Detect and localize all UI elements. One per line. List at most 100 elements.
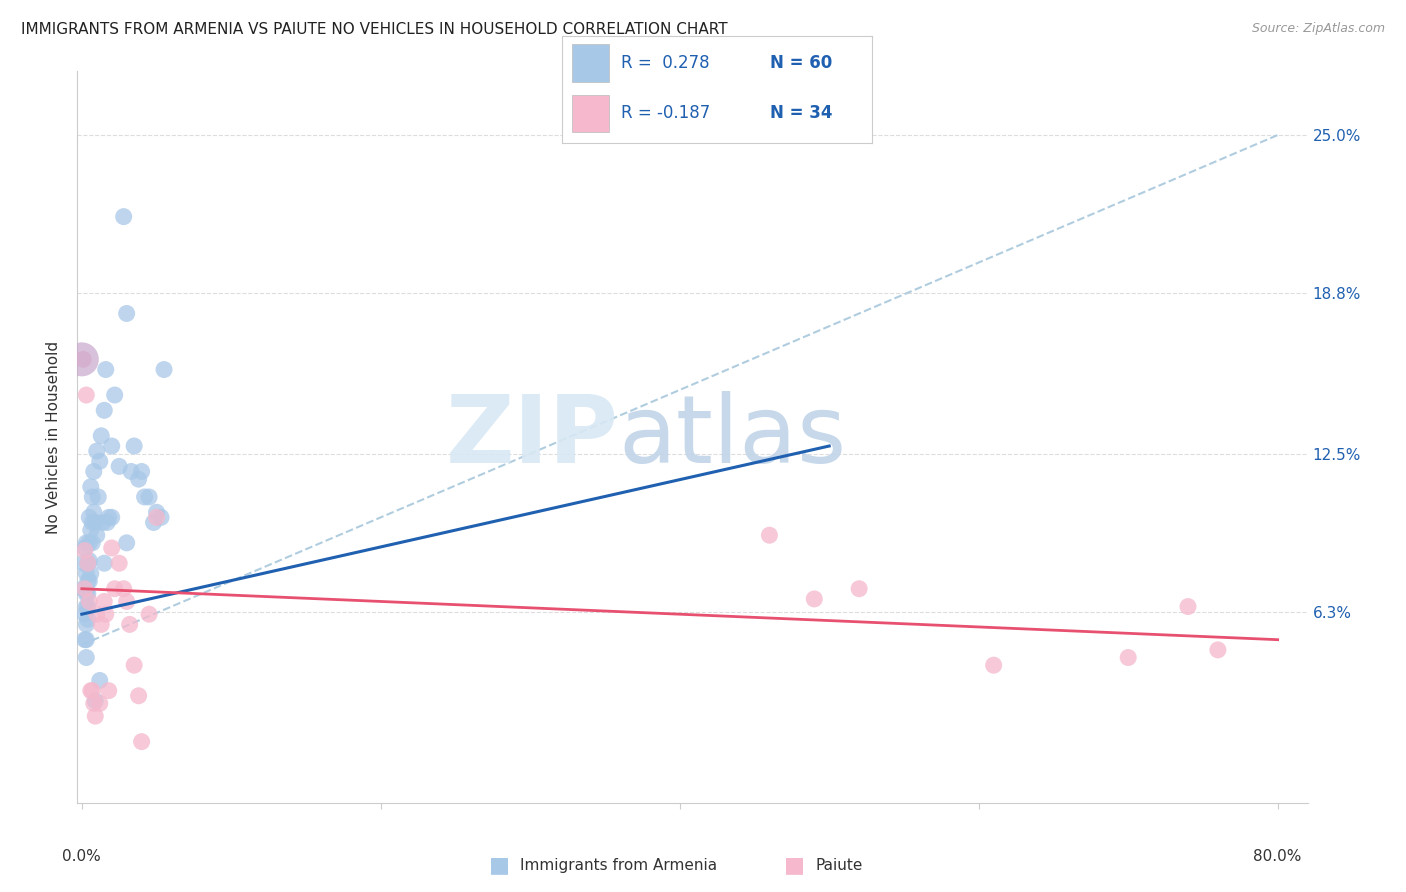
Point (79, 594, 101, 608)
Point (75, 566, 97, 581)
Point (89, 673, 111, 688)
Point (803, 591, 825, 606)
Point (91, 516, 114, 530)
Point (93, 594, 115, 608)
FancyBboxPatch shape (572, 45, 609, 82)
Point (120, 465, 142, 479)
Point (76, 599, 98, 614)
Point (150, 510, 173, 524)
Point (97, 683, 120, 698)
Point (115, 594, 138, 608)
Text: Paiute: Paiute (815, 858, 863, 872)
Point (93, 556, 115, 570)
Point (138, 607, 160, 622)
Point (145, 505, 167, 519)
Point (79, 536, 101, 550)
Point (75, 536, 97, 550)
Point (145, 510, 167, 524)
Point (93, 403, 115, 417)
Point (1206, 643, 1229, 657)
Point (1116, 650, 1139, 665)
Point (86, 444, 108, 458)
Point (122, 658, 145, 673)
Point (97, 510, 120, 524)
Point (70, 352, 93, 367)
Point (115, 536, 138, 550)
Point (96, 516, 118, 530)
Text: N = 60: N = 60 (769, 54, 832, 72)
Point (80, 480, 103, 494)
Point (100, 439, 122, 453)
Point (84, 694, 107, 708)
Point (80, 683, 103, 698)
Point (79, 574, 101, 588)
Text: N = 34: N = 34 (769, 104, 832, 122)
Point (100, 510, 122, 524)
Point (79, 510, 101, 524)
Point (94, 362, 117, 376)
Point (153, 362, 176, 376)
Point (131, 465, 153, 479)
Point (75, 617, 97, 632)
Point (100, 541, 122, 555)
Point (94, 607, 117, 622)
Point (72, 352, 94, 367)
Point (90, 617, 112, 632)
Text: atlas: atlas (619, 391, 846, 483)
Point (73, 607, 96, 622)
Point (73, 582, 96, 596)
Point (75, 599, 97, 614)
Text: 0.0%: 0.0% (62, 848, 101, 863)
Point (115, 306, 138, 320)
Point (848, 582, 870, 596)
Text: R =  0.278: R = 0.278 (621, 54, 710, 72)
Point (128, 689, 150, 703)
Point (75, 632, 97, 647)
Point (84, 709, 107, 723)
Point (76, 556, 98, 570)
Point (76, 587, 98, 601)
Point (84, 516, 107, 530)
Point (72, 582, 94, 596)
Point (82, 516, 104, 530)
Point (134, 490, 156, 504)
Text: ZIP: ZIP (446, 391, 619, 483)
Point (118, 617, 141, 632)
Point (89, 697, 111, 711)
Point (83, 505, 105, 519)
Point (108, 556, 131, 570)
Text: ■: ■ (785, 855, 804, 875)
Point (112, 210, 135, 224)
Point (80, 566, 103, 581)
FancyBboxPatch shape (572, 95, 609, 132)
Point (82, 490, 104, 504)
Text: R = -0.187: R = -0.187 (621, 104, 710, 122)
Point (90, 429, 112, 443)
Point (112, 582, 135, 596)
Point (86, 528, 108, 542)
Text: 80.0%: 80.0% (1254, 848, 1302, 863)
Point (86, 607, 108, 622)
Point (79, 554, 101, 568)
Point (80, 523, 103, 537)
Point (131, 734, 153, 748)
Point (83, 465, 105, 479)
Point (72, 556, 94, 570)
Point (82, 536, 104, 550)
Point (76, 574, 98, 588)
Point (73, 543, 96, 558)
Point (87, 490, 110, 504)
Point (75, 388, 97, 402)
Y-axis label: No Vehicles in Household: No Vehicles in Household (46, 341, 62, 533)
Point (73, 632, 96, 647)
Text: Source: ZipAtlas.com: Source: ZipAtlas.com (1251, 22, 1385, 36)
Point (76, 612, 98, 626)
Point (75, 650, 97, 665)
Text: IMMIGRANTS FROM ARMENIA VS PAIUTE NO VEHICLES IN HOUSEHOLD CORRELATION CHART: IMMIGRANTS FROM ARMENIA VS PAIUTE NO VEH… (21, 22, 728, 37)
Point (104, 388, 127, 402)
Point (1177, 599, 1199, 614)
Text: ■: ■ (489, 855, 509, 875)
Point (108, 459, 131, 474)
Point (75, 587, 97, 601)
Point (128, 472, 150, 486)
